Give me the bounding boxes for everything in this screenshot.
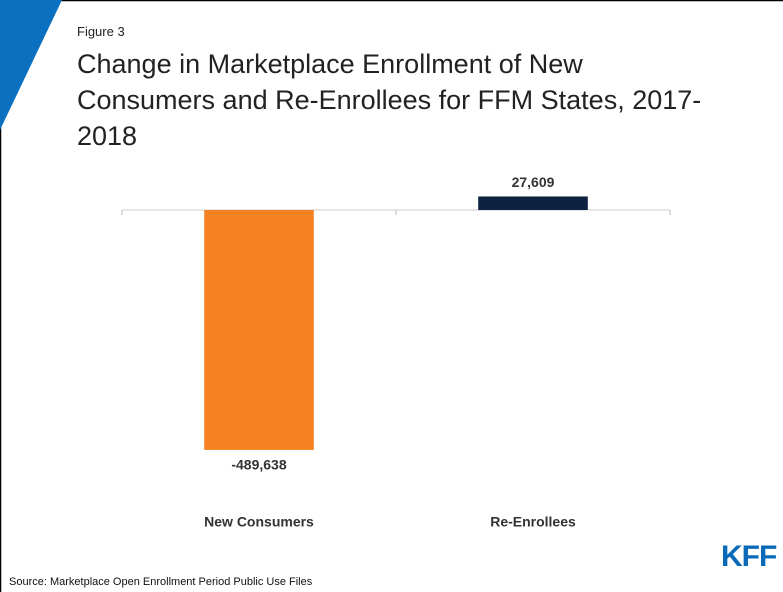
logo: KFF xyxy=(721,540,777,573)
source-note: Source: Marketplace Open Enrollment Peri… xyxy=(9,576,313,588)
figure-label: Figure 3 xyxy=(77,24,125,39)
data-label: -489,638 xyxy=(231,457,286,473)
corner-accent xyxy=(0,0,62,130)
data-label: 27,609 xyxy=(512,174,555,190)
chart-title: Change in Marketplace Enrollment of New … xyxy=(77,49,702,151)
x-tick-label: New Consumers xyxy=(204,514,314,530)
bar xyxy=(478,196,588,210)
bar xyxy=(204,210,314,450)
x-tick-label: Re-Enrollees xyxy=(490,514,576,530)
